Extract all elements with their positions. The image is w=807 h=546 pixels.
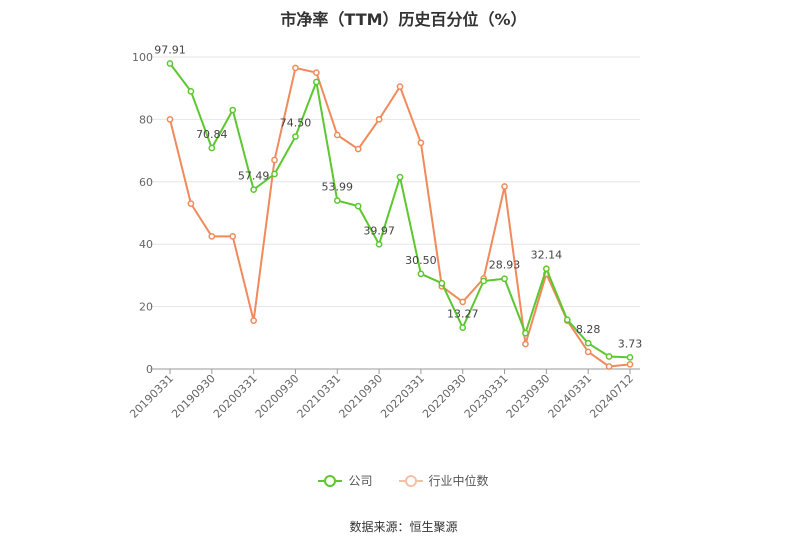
company-data-label: 28.93	[489, 259, 521, 272]
company-data-label: 3.73	[618, 337, 643, 350]
industry-point	[166, 116, 174, 123]
industry-point	[271, 156, 278, 164]
industry-point	[626, 360, 634, 368]
x-tick-label: 20190930	[169, 372, 218, 421]
x-tick-label: 20210331	[295, 372, 344, 421]
industry-point	[522, 340, 529, 348]
industry-point	[187, 200, 195, 207]
x-tick-label: 20190331	[127, 372, 176, 421]
industry-point	[333, 131, 341, 139]
industry-point	[292, 64, 299, 72]
industry-point	[375, 116, 383, 123]
company-data-label: 39.97	[363, 224, 395, 237]
source-note: 数据来源：恒生聚源	[349, 520, 458, 534]
company-point	[333, 197, 341, 204]
company-point	[354, 202, 362, 210]
x-tick-label: 20220930	[420, 372, 469, 421]
industry-point	[313, 69, 320, 76]
industry-series-line	[169, 66, 631, 368]
company-point	[459, 324, 467, 331]
company-point	[563, 316, 571, 324]
x-tick-label: 20230930	[504, 372, 553, 421]
company-point	[208, 144, 216, 152]
company-point	[543, 265, 550, 273]
industry-point	[208, 233, 216, 240]
x-tick-label: 20240331	[546, 372, 595, 421]
company-point	[396, 173, 404, 181]
company-point	[417, 270, 425, 278]
data-labels: 97.91 70.84 57.49 74.50 53.99 39.97 30.50 13.27…	[154, 44, 642, 351]
company-point	[522, 329, 529, 337]
y-tick-label: 20	[139, 301, 153, 314]
company-point	[166, 60, 174, 67]
x-tick-label: 20200331	[211, 372, 260, 421]
company-point	[229, 106, 237, 114]
industry-legend-swatch	[398, 474, 423, 487]
company-point	[292, 133, 299, 140]
company-data-label: 8.28	[576, 323, 601, 336]
company-data-label: 30.50	[405, 254, 437, 267]
chart-title: 市净率（TTM）历史百分位（%）	[280, 10, 527, 29]
industry-point	[396, 83, 404, 90]
company-data-label: 74.50	[280, 117, 312, 130]
company-data-label: 53.99	[322, 181, 354, 194]
company-series-line	[169, 62, 631, 359]
industry-point	[417, 139, 425, 147]
x-tick-label: 20220331	[378, 372, 427, 421]
company-point	[250, 186, 257, 193]
company-point	[584, 339, 592, 347]
company-point	[438, 279, 446, 287]
legend-item-company[interactable]: 公司	[318, 472, 373, 489]
company-point	[187, 87, 195, 95]
industry-point	[501, 183, 508, 190]
industry-point	[584, 348, 592, 356]
company-data-label: 13.27	[447, 308, 479, 321]
company-point	[480, 277, 487, 285]
gridlines	[150, 56, 640, 308]
legend-label-company: 公司	[348, 474, 373, 488]
y-tick-label: 0	[146, 363, 153, 376]
industry-point	[229, 233, 237, 240]
company-data-label: 97.91	[154, 44, 186, 57]
company-legend-swatch	[318, 474, 343, 487]
industry-point	[354, 145, 362, 153]
legend-label-industry: 行业中位数	[428, 474, 489, 488]
industry-point	[605, 363, 613, 370]
series-layer	[166, 60, 634, 370]
y-tick-label: 40	[139, 238, 153, 251]
industry-point	[459, 298, 467, 306]
company-point	[313, 78, 320, 86]
company-data-label: 57.49	[238, 170, 270, 183]
x-tick-label: 20240712	[587, 372, 636, 421]
company-point	[375, 240, 383, 248]
y-tick-label: 80	[139, 113, 153, 126]
legend-item-industry[interactable]: 行业中位数	[398, 472, 489, 489]
company-point	[605, 353, 613, 360]
x-tick-label: 20210930	[336, 372, 385, 421]
x-tick-label: 20200930	[253, 372, 302, 421]
company-point	[626, 354, 634, 361]
company-point	[501, 275, 508, 283]
company-point	[271, 170, 278, 178]
y-tick-label: 60	[139, 176, 153, 189]
y-tick-label: 100	[132, 51, 153, 64]
legend: 公司 行业中位数	[0, 472, 807, 489]
industry-point	[250, 317, 257, 324]
company-data-label: 70.84	[196, 128, 228, 141]
x-tick-label: 20230331	[462, 372, 511, 421]
company-data-label: 32.14	[531, 249, 563, 262]
